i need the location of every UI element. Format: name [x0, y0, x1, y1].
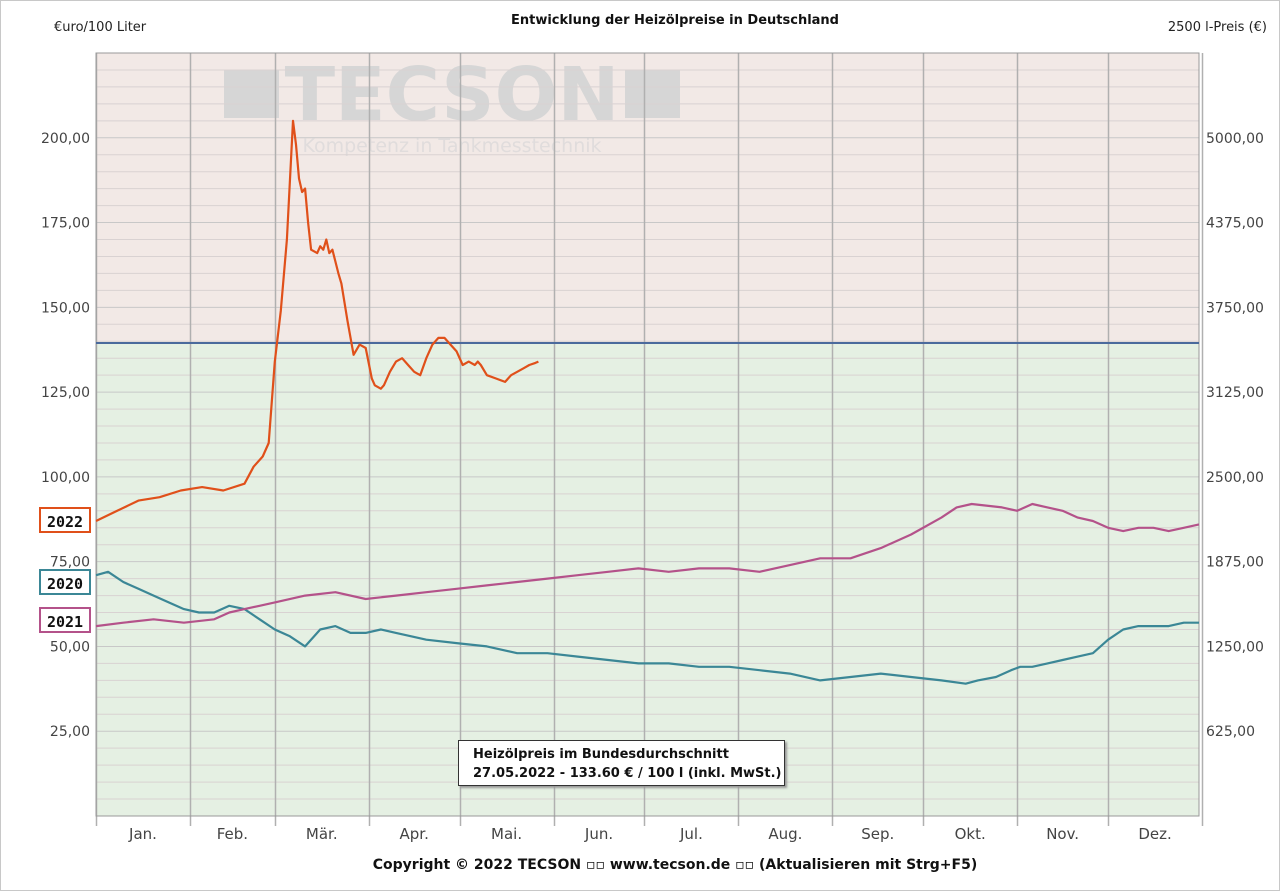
info-value: 27.05.2022 - 133.60 € / 100 l (inkl. MwS… [473, 766, 782, 781]
price-info-box: Heizölpreis im Bundesdurchschnitt 27.05.… [458, 740, 785, 786]
chart-title: Entwicklung der Heizölpreise in Deutschl… [510, 13, 839, 28]
month-label: Apr. [400, 825, 429, 843]
watermark-tagline: Kompetenz in Tankmesstechnik [302, 135, 601, 157]
legend-2021: 2021 [39, 607, 91, 633]
watermark-brand: TECSON [285, 52, 620, 138]
y-tick-left: 25,00 [50, 724, 90, 740]
month-label: Nov. [1046, 825, 1079, 843]
left-axis-unit: €uro/100 Liter [54, 20, 147, 35]
month-label: Jan. [128, 825, 157, 843]
right-axis-unit: 2500 l-Preis (€) [1167, 20, 1267, 35]
legend-2020: 2020 [39, 569, 91, 595]
plot-border [95, 52, 1200, 817]
y-tick-left: 150,00 [41, 300, 90, 316]
month-label: Dez. [1138, 825, 1171, 843]
legend-2022: 2022 [39, 507, 91, 533]
month-label: Jul. [679, 825, 703, 843]
series-line-2020 [95, 570, 1199, 685]
month-label: Feb. [217, 825, 248, 843]
y-tick-right: 4375,00 [1206, 216, 1264, 232]
y-tick-left: 75,00 [50, 555, 90, 571]
watermark-block-left [224, 70, 279, 118]
month-label: Jun. [584, 825, 613, 843]
watermark-block-right [625, 70, 680, 118]
y-tick-right: 3125,00 [1206, 385, 1264, 401]
y-tick-right: 3750,00 [1206, 300, 1264, 316]
y-tick-left: 50,00 [50, 639, 90, 655]
copyright: Copyright © 2022 TECSON ▫▫ www.tecson.de… [372, 857, 978, 873]
month-label: Sep. [861, 825, 894, 843]
y-tick-right: 1875,00 [1206, 555, 1264, 571]
month-label: Mär. [306, 825, 338, 843]
y-tick-left: 125,00 [41, 385, 90, 401]
info-title: Heizölpreis im Bundesdurchschnitt [473, 747, 729, 762]
y-tick-right: 5000,00 [1206, 131, 1264, 147]
month-label: Mai. [491, 825, 522, 843]
y-tick-left: 175,00 [41, 216, 90, 232]
y-tick-right: 625,00 [1206, 724, 1255, 740]
y-tick-left: 100,00 [41, 470, 90, 486]
lower-band [96, 342, 1199, 816]
series-line-2021 [95, 502, 1200, 628]
y-tick-left: 200,00 [41, 131, 90, 147]
y-tick-right: 2500,00 [1206, 470, 1264, 486]
series-line-2022 [95, 119, 539, 522]
month-label: Okt. [955, 825, 986, 843]
y-tick-right: 1250,00 [1206, 639, 1264, 655]
month-label: Aug. [768, 825, 802, 843]
